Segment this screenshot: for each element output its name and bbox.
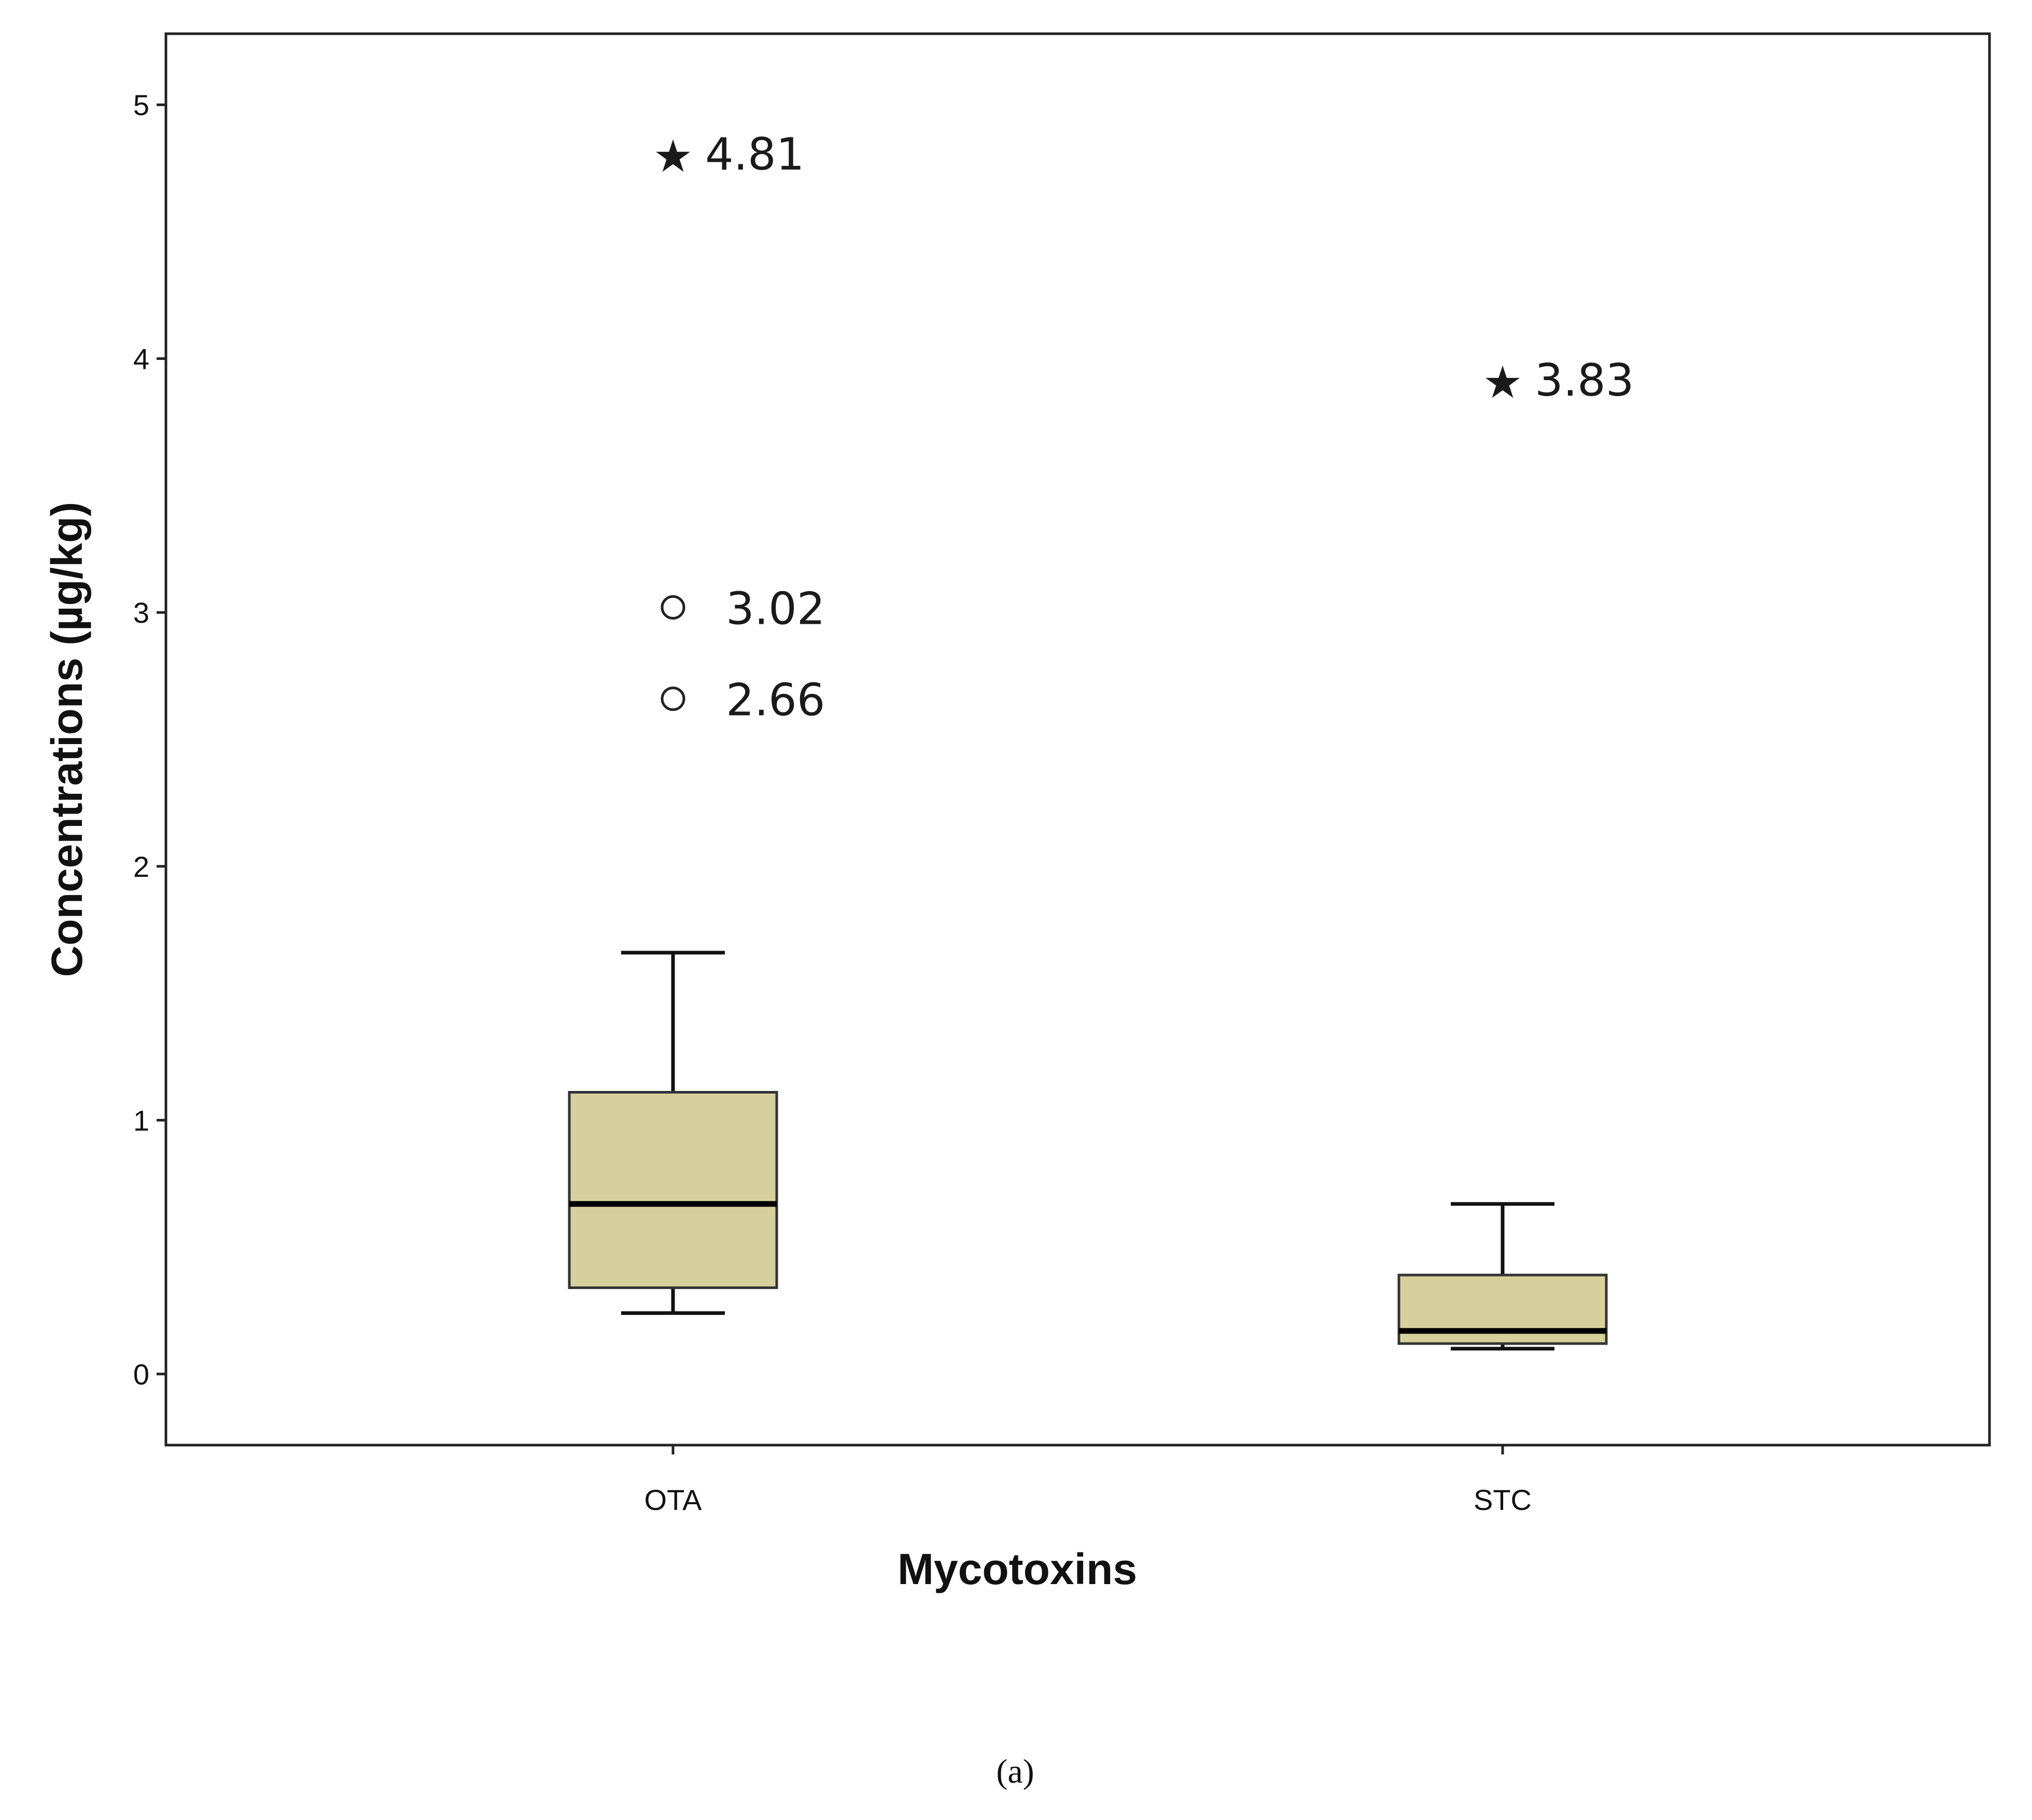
outlier-ota-3.02: 3.02 (661, 583, 825, 635)
outlier-star-marker: ★ (653, 131, 693, 183)
y-tick-label-2: 2 (133, 850, 149, 883)
y-axis-title: Concentrations (µg/kg) (43, 502, 91, 977)
y-tick-label-5: 5 (133, 89, 149, 121)
plot-frame (164, 32, 1991, 1447)
box-body-ota (568, 1091, 778, 1289)
box-series (568, 950, 1608, 1351)
y-tick-label-0: 0 (133, 1358, 149, 1391)
outlier-label: 3.02 (726, 583, 825, 635)
y-axis: 0 1 2 3 4 5 (133, 89, 166, 1391)
outlier-ota-4.81: ★ 4.81 (653, 129, 804, 183)
outlier-label: 2.66 (726, 675, 825, 726)
outlier-series: ★ 4.813.022.66★ 3.83 (653, 129, 1634, 726)
outlier-ota-2.66: 2.66 (661, 675, 825, 726)
outlier-label: 4.81 (705, 129, 804, 180)
outlier-circle-marker (661, 687, 685, 711)
y-tick-label-3: 3 (133, 596, 149, 629)
x-axis-title: Mycotoxins (898, 1545, 1137, 1593)
x-tick-label-stc: STC (1474, 1483, 1532, 1516)
box-ota (568, 950, 778, 1315)
panel-caption: (a) (996, 1753, 1034, 1790)
outlier-label: 3.83 (1535, 355, 1634, 407)
outlier-circle-marker (661, 595, 685, 620)
y-tick-label-1: 1 (133, 1104, 149, 1137)
outlier-stc-3.83: ★ 3.83 (1482, 355, 1634, 409)
outlier-star-marker: ★ (1482, 357, 1522, 409)
box-stc (1397, 1202, 1608, 1351)
x-axis: OTA STC (644, 1445, 1532, 1516)
y-tick-label-4: 4 (133, 343, 149, 375)
x-tick-label-ota: OTA (644, 1483, 703, 1516)
